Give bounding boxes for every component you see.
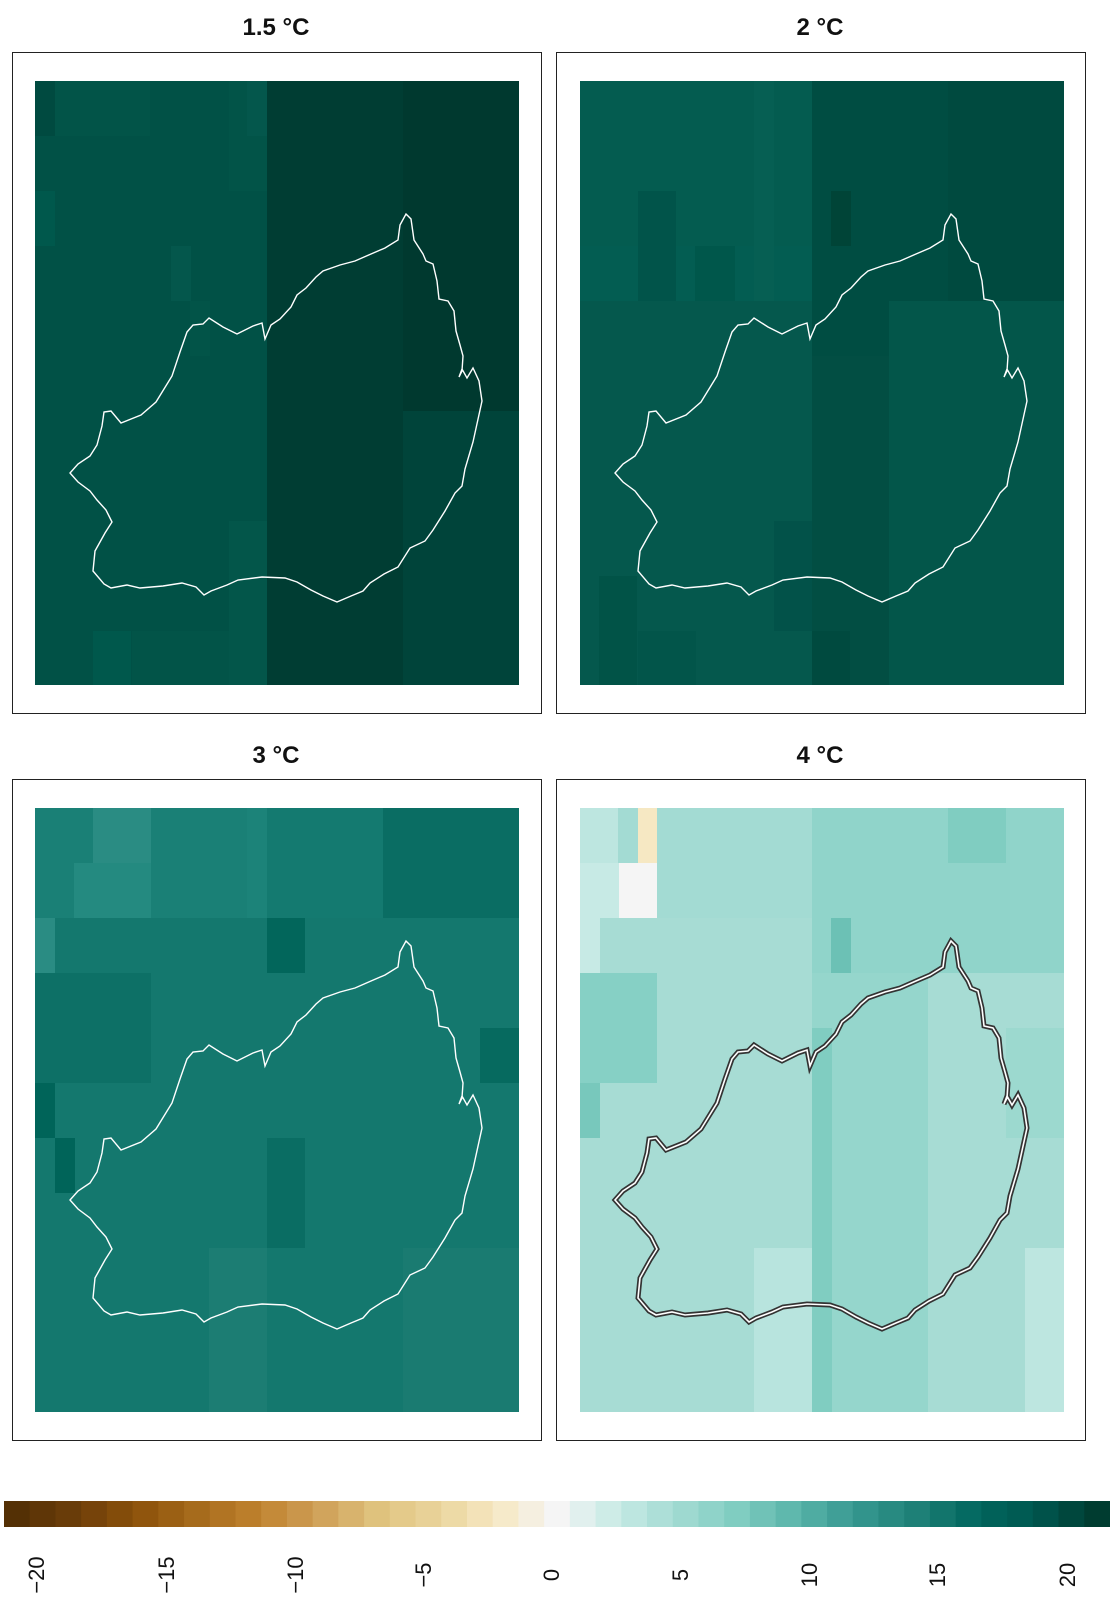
- colorbar-swatch: [595, 1501, 622, 1527]
- colorbar-swatch: [827, 1501, 854, 1527]
- colorbar-swatch: [235, 1501, 262, 1527]
- colorbar-swatch: [1084, 1501, 1110, 1527]
- colorbar-swatch: [364, 1501, 391, 1527]
- colorbar-swatch: [878, 1501, 905, 1527]
- colorbar-swatch: [1007, 1501, 1034, 1527]
- colorbar-swatch: [492, 1501, 520, 1527]
- colorbar-swatch: [647, 1501, 674, 1527]
- colorbar-swatch: [209, 1501, 237, 1527]
- region-outline-1: [69, 212, 483, 603]
- colorbar-swatch: [106, 1501, 134, 1527]
- colorbar-swatch: [672, 1501, 700, 1527]
- colorbar-swatch: [724, 1501, 751, 1527]
- colorbar-swatch: [389, 1501, 417, 1527]
- legend-colorbar: [4, 1501, 1110, 1527]
- legend-tick-neg5: −5: [411, 1562, 436, 1588]
- colorbar-swatch: [518, 1501, 545, 1527]
- panel-title-3: 3 °C: [252, 742, 300, 769]
- colorbar-swatch: [1058, 1501, 1085, 1527]
- legend-tick-neg15: −15: [154, 1556, 179, 1594]
- map-panel-4c: [580, 808, 1064, 1412]
- colorbar-swatch: [441, 1501, 468, 1527]
- legend-tick-neg10: −10: [283, 1556, 308, 1594]
- legend-tick-0: 0: [539, 1568, 564, 1582]
- colorbar-swatch: [466, 1501, 494, 1527]
- map-panel-1-5c: [35, 81, 519, 685]
- region-outline-3: [69, 939, 483, 1330]
- colorbar-swatch: [749, 1501, 777, 1527]
- colorbar-swatch: [1032, 1501, 1060, 1527]
- panel-title-4: 4 °C: [796, 742, 844, 769]
- panel-title-1: 1.5 °C: [242, 14, 310, 41]
- colorbar-swatch: [132, 1501, 159, 1527]
- colorbar-swatch: [312, 1501, 339, 1527]
- colorbar-swatch: [904, 1501, 931, 1527]
- colorbar-swatch: [286, 1501, 314, 1527]
- colorbar-swatch: [29, 1501, 57, 1527]
- colorbar-swatch: [158, 1501, 185, 1527]
- colorbar-swatch: [621, 1501, 648, 1527]
- colorbar-swatch: [801, 1501, 828, 1527]
- colorbar-swatch: [415, 1501, 442, 1527]
- colorbar-swatch: [184, 1501, 211, 1527]
- legend-tick-20: 20: [1055, 1562, 1080, 1588]
- legend-tick-5: 5: [668, 1568, 693, 1582]
- region-outline-2: [614, 212, 1028, 603]
- colorbar-swatch: [852, 1501, 880, 1527]
- legend-tick-15: 15: [925, 1562, 950, 1588]
- colorbar-swatch: [955, 1501, 982, 1527]
- panel-title-2: 2 °C: [796, 14, 844, 41]
- colorbar-swatch: [544, 1501, 571, 1527]
- map-panel-2c: [580, 81, 1064, 685]
- colorbar-swatch: [569, 1501, 597, 1527]
- colorbar-swatch: [775, 1501, 802, 1527]
- colorbar-swatch: [929, 1501, 957, 1527]
- colorbar-swatch: [338, 1501, 365, 1527]
- colorbar-swatch: [261, 1501, 288, 1527]
- colorbar-swatch: [698, 1501, 725, 1527]
- legend-tick-neg20: −20: [24, 1556, 49, 1594]
- legend-tick-10: 10: [797, 1562, 822, 1588]
- colorbar-swatch: [981, 1501, 1008, 1527]
- colorbar-swatch: [81, 1501, 108, 1527]
- colorbar-swatch: [4, 1501, 31, 1527]
- colorbar-swatch: [55, 1501, 82, 1527]
- map-panel-3c: [35, 808, 519, 1412]
